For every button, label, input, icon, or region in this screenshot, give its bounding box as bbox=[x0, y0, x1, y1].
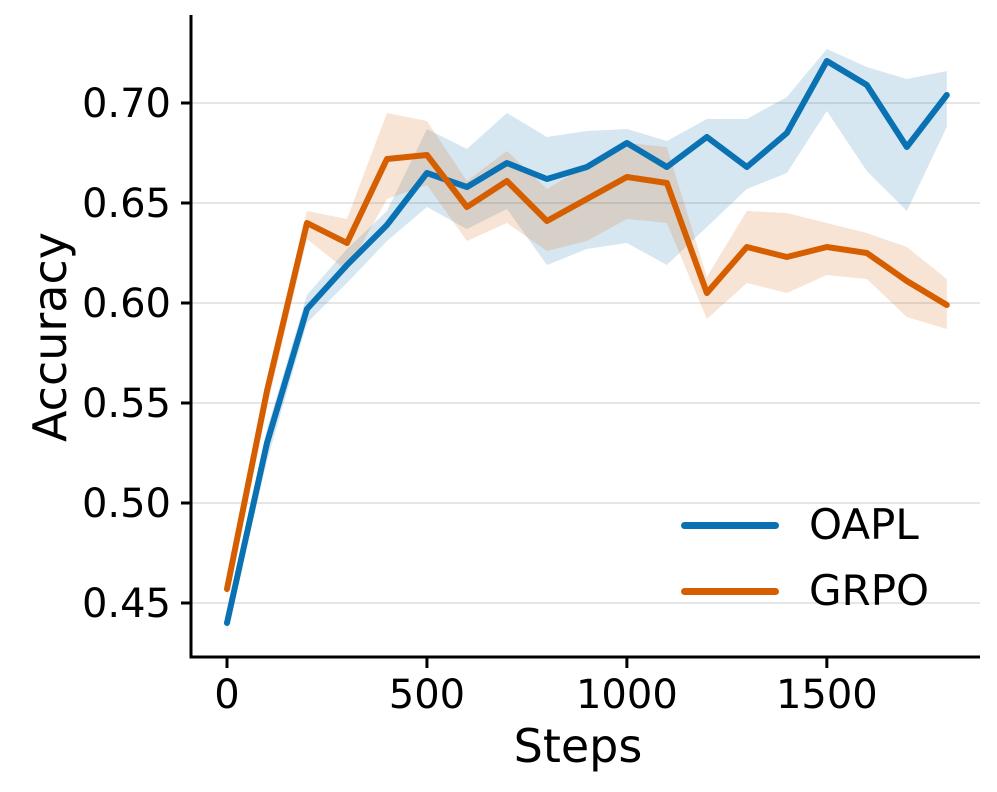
x-tick-label: 1000 bbox=[576, 672, 678, 718]
x-tick-label: 1500 bbox=[776, 672, 878, 718]
y-tick-label: 0.45 bbox=[82, 581, 171, 627]
x-tick-label: 500 bbox=[389, 672, 465, 718]
oapl-line bbox=[223, 58, 950, 626]
legend-item-grpo: GRPO bbox=[681, 560, 929, 622]
y-axis-label: Accuracy bbox=[23, 231, 77, 443]
legend-item-oapl: OAPL bbox=[681, 494, 929, 556]
x-axis-label: Steps bbox=[513, 719, 643, 773]
oapl-line-swatch bbox=[681, 521, 779, 529]
x-tick-label: 0 bbox=[214, 672, 239, 718]
y-tick-label: 0.50 bbox=[82, 481, 171, 527]
y-tick-label: 0.70 bbox=[82, 81, 171, 127]
legend-label-grpo: GRPO bbox=[809, 566, 930, 615]
legend-label-oapl: OAPL bbox=[809, 500, 919, 549]
grpo-line bbox=[223, 152, 950, 592]
y-tick-label: 0.65 bbox=[82, 181, 171, 227]
legend: OAPL GRPO bbox=[681, 494, 929, 622]
y-tick-label: 0.55 bbox=[82, 381, 171, 427]
y-tick-label: 0.60 bbox=[82, 281, 171, 327]
grpo-line-swatch bbox=[681, 587, 779, 595]
grpo-confidence-band bbox=[226, 113, 947, 597]
